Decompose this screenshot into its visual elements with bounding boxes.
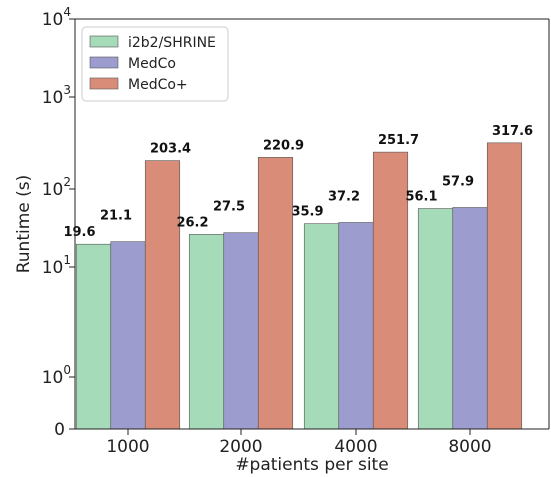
bar-medco-8000 <box>452 207 488 430</box>
data-label-medco--4000: 251.7 <box>378 133 419 148</box>
data-label-medco--1000: 203.4 <box>150 142 191 157</box>
x-tick-label-2000: 2000 <box>219 437 262 457</box>
data-label-medco-8000: 57.9 <box>442 175 474 190</box>
bar-medco-1000 <box>110 241 146 430</box>
data-label-i2b2-shrine-8000: 56.1 <box>405 190 437 205</box>
data-labels-layer: 19.6 21.1 203.4 26.2 27.5 220.9 35.9 37.2 251.7 5… <box>63 124 533 240</box>
data-label-medco-2000: 27.5 <box>213 200 245 215</box>
data-label-i2b2-shrine-1000: 19.6 <box>63 225 95 240</box>
bar-medco--2000 <box>257 157 294 430</box>
y-axis-label: Runtime (s) <box>14 175 34 274</box>
axes-layer: 0 100 101 102 103 104 1000 2000 4000 8000 <box>42 5 550 457</box>
bar-i2b2-shrine-2000 <box>188 234 225 430</box>
y-tick-label: 103 <box>42 83 71 108</box>
data-label-i2b2-shrine-4000: 35.9 <box>291 205 323 220</box>
bar-medco-4000 <box>338 222 374 430</box>
legend-label-medco: MedCo <box>128 56 176 72</box>
bar-i2b2-shrine-1000 <box>75 243 112 430</box>
legend: i2b2/SHRINE MedCo MedCo+ <box>81 26 229 102</box>
y-tick-label: 104 <box>42 5 71 30</box>
y-tick-label: 100 <box>42 363 71 388</box>
legend-swatch-medco <box>89 56 119 69</box>
x-tick-label-8000: 8000 <box>448 437 491 457</box>
bar-medco--4000 <box>372 151 409 430</box>
bar-medco--1000 <box>144 160 181 430</box>
legend-swatch-i2b2-shrine <box>89 35 119 48</box>
bar-i2b2-shrine-8000 <box>417 208 454 430</box>
legend-box <box>81 26 229 102</box>
bars-layer <box>75 142 523 430</box>
data-label-medco--2000: 220.9 <box>263 138 304 153</box>
bar-i2b2-shrine-4000 <box>303 223 340 430</box>
bar-medco--8000 <box>486 142 523 430</box>
data-label-medco-4000: 37.2 <box>328 189 360 204</box>
data-label-i2b2-shrine-2000: 26.2 <box>176 215 208 230</box>
y-tick-label: 102 <box>42 175 71 200</box>
data-label-medco--8000: 317.6 <box>492 124 533 139</box>
x-tick-label-4000: 4000 <box>334 437 377 457</box>
legend-label-i2b2-shrine: i2b2/SHRINE <box>128 35 216 51</box>
y-tick-label: 0 <box>54 420 65 440</box>
bar-medco-2000 <box>223 232 259 430</box>
legend-swatch-medco- <box>89 77 119 90</box>
x-tick-label-1000: 1000 <box>106 437 149 457</box>
x-axis-label: #patients per site <box>235 455 388 475</box>
legend-label-medco-: MedCo+ <box>128 77 188 93</box>
data-label-medco-1000: 21.1 <box>100 209 132 224</box>
y-tick-label: 101 <box>42 253 71 278</box>
